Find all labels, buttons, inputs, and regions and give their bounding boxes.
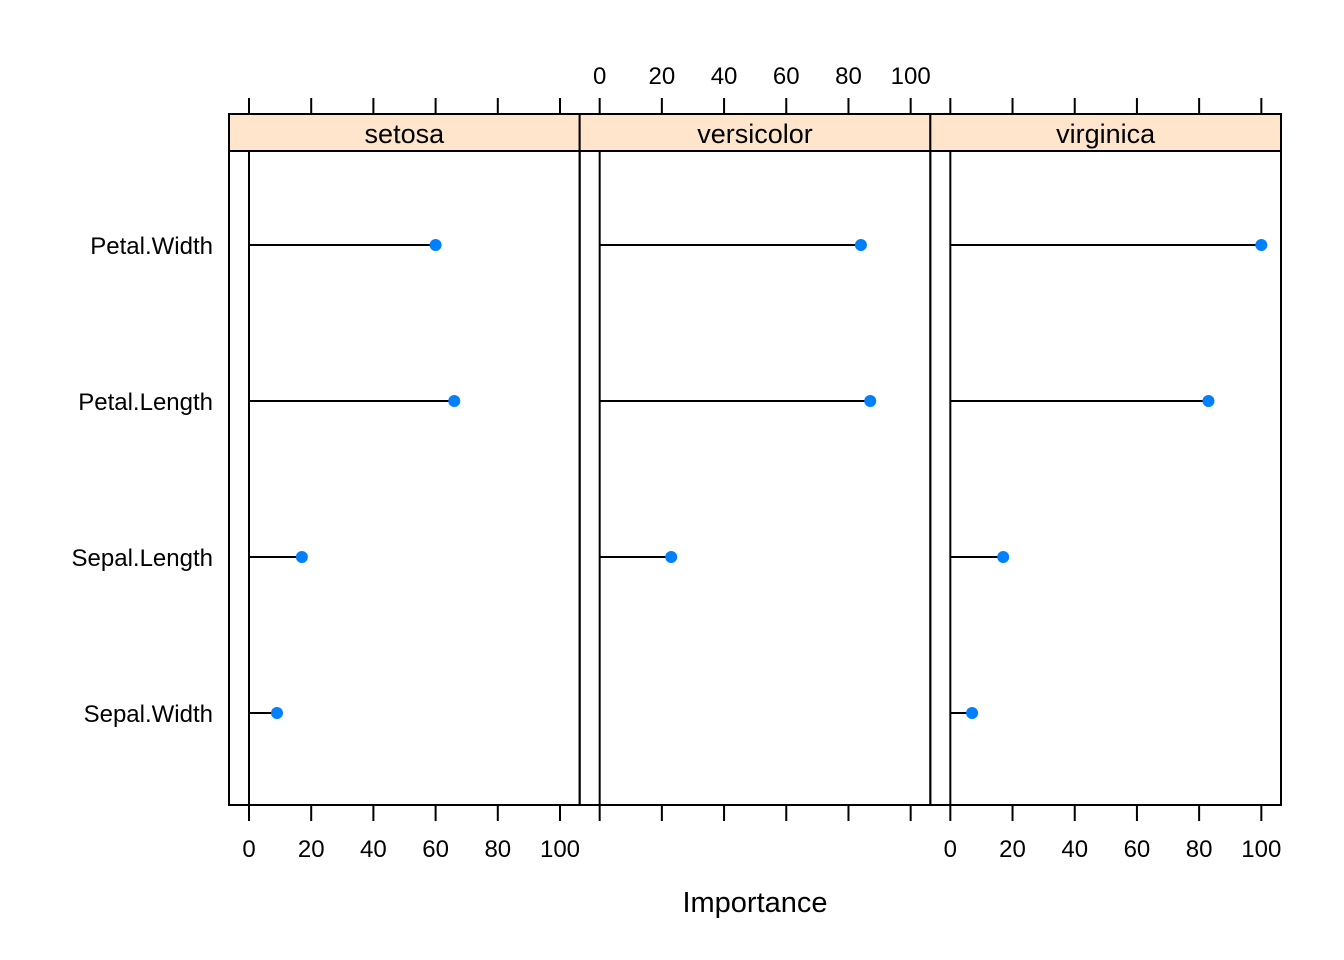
bottom-tick-label: 100	[1241, 836, 1281, 863]
bottom-tick-label: 0	[242, 836, 255, 863]
panel-frame	[929, 150, 1282, 806]
panels-layer: Petal.Width Petal.Length Sepal.Length Sepal…	[72, 63, 1282, 863]
data-point	[448, 395, 461, 407]
category-label: Sepal.Length	[72, 545, 213, 572]
bottom-tick-label: 80	[1186, 836, 1213, 863]
bottom-tick-label: 20	[999, 836, 1026, 863]
panel-frame	[228, 150, 581, 806]
data-point	[854, 239, 867, 251]
bottom-tick-label: 20	[298, 836, 325, 863]
bottom-tick-label: 0	[944, 836, 957, 863]
panel-versicolor: versicolor 0 20 40 60 80 100	[578, 63, 932, 821]
category-label: Petal.Width	[90, 233, 213, 260]
data-point	[864, 395, 877, 407]
bottom-tick-label: 60	[422, 836, 449, 863]
panel-strip	[228, 113, 581, 152]
bottom-tick-label: 40	[360, 836, 387, 863]
data-point	[1255, 239, 1268, 251]
top-tick-label: 60	[773, 63, 800, 90]
top-tick-label: 0	[593, 63, 606, 90]
category-label: Sepal.Width	[84, 701, 213, 728]
top-tick-label: 40	[711, 63, 738, 90]
panel-frame	[578, 150, 932, 806]
data-point	[665, 551, 678, 563]
bottom-tick-label: 60	[1124, 836, 1151, 863]
bottom-tick-label: 80	[484, 836, 511, 863]
data-point	[966, 707, 979, 719]
top-tick-label: 100	[891, 63, 931, 90]
top-tick-label: 20	[649, 63, 676, 90]
data-point	[997, 551, 1010, 563]
data-point	[1202, 395, 1215, 407]
panel-virginica: virginica 0 20 40 60 80 100	[929, 98, 1282, 863]
bottom-tick-label: 100	[540, 836, 580, 863]
panel-strip-label: virginica	[1056, 119, 1156, 149]
bottom-tick-label: 40	[1061, 836, 1088, 863]
panel-strip-label: versicolor	[697, 119, 813, 149]
category-label: Petal.Length	[78, 389, 213, 416]
data-point	[429, 239, 442, 251]
data-point	[295, 551, 308, 563]
panel-setosa: setosa 0 20 40 60 80 100	[228, 98, 581, 863]
x-axis-title: Importance	[682, 887, 827, 919]
top-tick-label: 80	[835, 63, 862, 90]
data-point	[270, 707, 283, 719]
panel-strip-label: setosa	[365, 119, 446, 149]
panel-strip	[929, 113, 1282, 152]
